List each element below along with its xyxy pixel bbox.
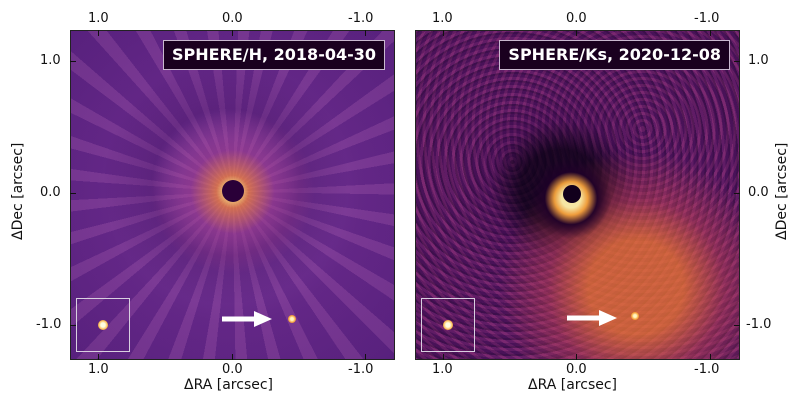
x-tick-bottom-right-3: -1.0 (694, 362, 720, 377)
x-tick-top-left-3: -1.0 (348, 11, 374, 26)
x-tick-top-right-3: -1.0 (694, 11, 720, 26)
companion-source-right (631, 312, 639, 320)
panel-label-right: SPHERE/Ks, 2020-12-08 (499, 40, 730, 70)
coronagraph-mask-right (563, 185, 581, 203)
x-tick-top-left-1: 1.0 (88, 11, 109, 26)
coronagraph-mask-left (222, 180, 244, 202)
x-tick-top-right-2: 0.0 (566, 11, 587, 26)
x-tick-bottom-left-3: -1.0 (348, 362, 374, 377)
psf-inset-right (421, 298, 475, 352)
psf-star-right (443, 320, 453, 330)
y-axis-title-right: ΔDec [arcsec] (774, 142, 790, 240)
x-tick-bottom-left-2: 0.0 (222, 362, 243, 377)
x-axis-title-right: ΔRA [arcsec] (528, 377, 618, 393)
image-panel-left: SPHERE/H, 2018-04-30 (70, 30, 395, 360)
companion-source-left (288, 315, 296, 323)
y-tick-right-3: -1.0 (746, 317, 772, 332)
y-tick-left-3: -1.0 (36, 317, 62, 332)
y-axis-title-left: ΔDec [arcsec] (10, 142, 26, 240)
image-panel-right: SPHERE/Ks, 2020-12-08 (415, 30, 740, 360)
y-tick-left-2: 0.0 (40, 185, 61, 200)
x-axis-title-left: ΔRA [arcsec] (184, 377, 274, 393)
x-tick-bottom-left-1: 1.0 (88, 362, 109, 377)
arrow-icon (222, 311, 272, 327)
x-tick-bottom-right-2: 0.0 (566, 362, 587, 377)
arrow-icon (567, 310, 617, 326)
panel-label-left: SPHERE/H, 2018-04-30 (162, 40, 385, 70)
y-tick-right-1: 1.0 (748, 53, 769, 68)
x-tick-bottom-right-1: 1.0 (432, 362, 453, 377)
x-tick-top-left-2: 0.0 (222, 11, 243, 26)
x-tick-top-right-1: 1.0 (432, 11, 453, 26)
y-tick-right-2: 0.0 (748, 185, 769, 200)
psf-inset-left (76, 298, 130, 352)
y-tick-left-1: 1.0 (40, 53, 61, 68)
psf-star-left (98, 320, 108, 330)
